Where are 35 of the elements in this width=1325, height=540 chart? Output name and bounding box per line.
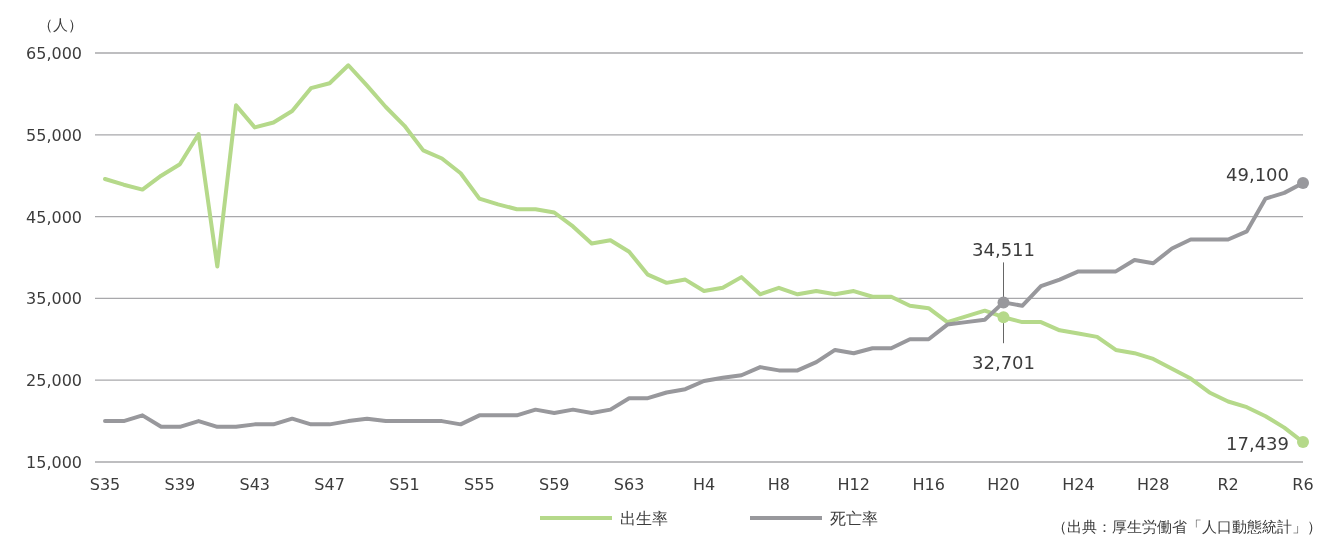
text: （出典：厚生労働省「人口動態統計」）: [1052, 518, 1322, 536]
y-axis-title: （人）: [37, 16, 83, 34]
point: [1297, 436, 1309, 449]
data-label: 32,701: [972, 352, 1035, 374]
x-tick-label: S59: [538, 475, 570, 494]
x-tick-label: S51: [389, 475, 420, 494]
data-label: 17,439: [1226, 433, 1289, 455]
point: [997, 311, 1010, 324]
x-tick-label: H8: [767, 475, 790, 494]
x-tick-label: S35: [89, 475, 121, 494]
x-tick-label: S63: [613, 475, 645, 494]
x-tick-label: S43: [239, 475, 271, 494]
legend-label: 死亡率: [830, 509, 878, 528]
data-label: 34,511: [972, 239, 1035, 261]
x-tick-label: H24: [1062, 475, 1095, 494]
x-tick-label: S39: [164, 475, 196, 494]
data-label: 49,100: [1226, 164, 1289, 186]
point: [1297, 177, 1309, 190]
x-tick-label: R6: [1292, 475, 1314, 494]
y-tick-label: 35,000: [26, 289, 82, 309]
legend-label: 出生率: [620, 509, 668, 528]
y-tick-label: 45,000: [26, 207, 82, 227]
x-tick-label: R2: [1217, 475, 1239, 494]
x-tick-label: H12: [837, 475, 870, 494]
x-tick-label: H20: [987, 475, 1020, 494]
x-tick-label: H16: [912, 475, 945, 494]
x-tick-label: S55: [464, 475, 495, 494]
y-tick-label: 25,000: [26, 371, 82, 391]
x-tick-label: H4: [692, 475, 716, 494]
y-tick-label: 15,000: [26, 453, 82, 472]
x-tick-label: H28: [1137, 475, 1170, 494]
point: [997, 296, 1010, 309]
y-tick-label: 65,000: [26, 44, 82, 63]
x-tick-label: S47: [314, 475, 345, 494]
y-tick-label: 55,000: [26, 125, 82, 145]
